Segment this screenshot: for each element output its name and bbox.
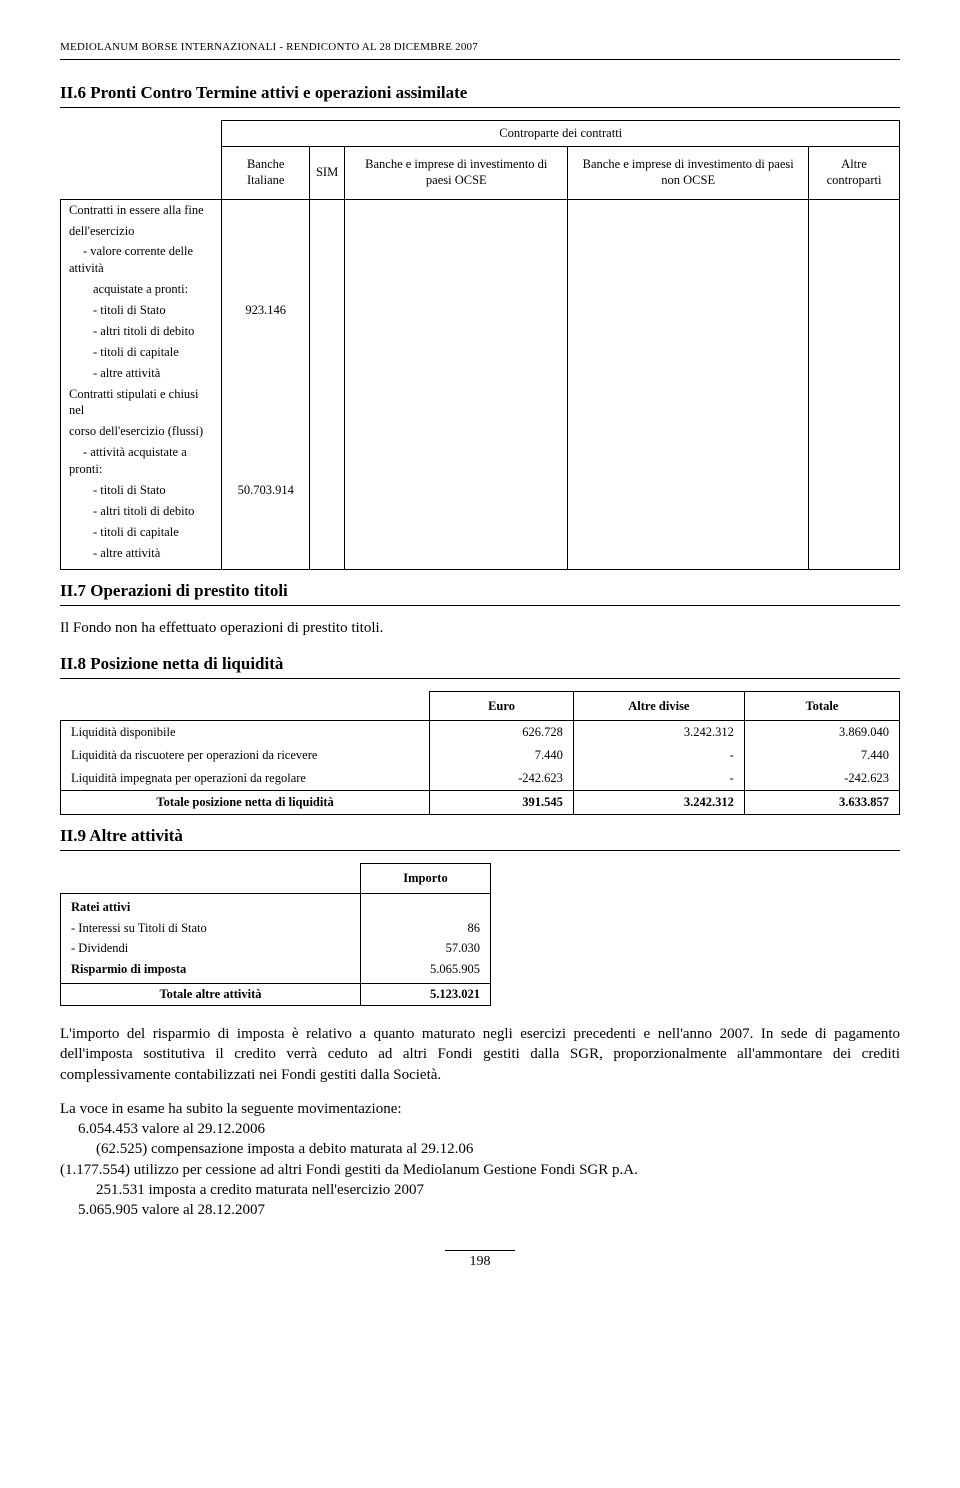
ii6-col-3: Banche e imprese di investimento di paes… [345, 147, 568, 199]
ii9-col-importo: Importo [361, 863, 491, 893]
ii8-col-divise: Altre divise [573, 691, 744, 721]
mov-line: (62.525) compensazione imposta a debito … [60, 1139, 900, 1159]
ii9-total-row: Totale altre attività 5.123.021 [61, 984, 491, 1006]
page-number: 198 [445, 1250, 515, 1272]
table-row: - valore corrente delle attività [61, 241, 900, 279]
table-row: - titoli di capitale [61, 342, 900, 363]
table-ii6: Controparte dei contratti Banche Italian… [60, 120, 900, 571]
table-row: - altri titoli di debito [61, 501, 900, 522]
section-ii9-title: II.9 Altre attività [60, 825, 900, 851]
ii9-paragraph: L'importo del risparmio di imposta è rel… [60, 1024, 900, 1085]
ii6-super-header: Controparte dei contratti [222, 120, 900, 147]
table-row: corso dell'esercizio (flussi) [61, 421, 900, 442]
mov-line: 251.531 imposta a credito maturata nell'… [60, 1180, 900, 1200]
table-row: - altri titoli di debito [61, 321, 900, 342]
section-ii8-title: II.8 Posizione netta di liquidità [60, 653, 900, 679]
table-row: Liquidità da riscuotere per operazioni d… [61, 744, 900, 767]
ii6-col-5: Altre controparti [809, 147, 900, 199]
ii8-col-totale: Totale [744, 691, 899, 721]
ii8-total-row: Totale posizione netta di liquidità 391.… [61, 791, 900, 815]
section-ii7-title: II.7 Operazioni di prestito titoli [60, 580, 900, 606]
table-row: - altre attività [61, 363, 900, 384]
mov-line: 5.065.905 valore al 28.12.2007 [60, 1200, 900, 1220]
page-header: MEDIOLANUM BORSE INTERNAZIONALI - RENDIC… [60, 40, 900, 60]
table-row: - titoli di capitale [61, 522, 900, 543]
table-row: - Dividendi 57.030 [61, 938, 491, 959]
ii6-col-1: Banche Italiane [222, 147, 310, 199]
table-row: Liquidità disponibile 626.728 3.242.312 … [61, 721, 900, 744]
ii7-text: Il Fondo non ha effettuato operazioni di… [60, 618, 900, 638]
mov-intro: La voce in esame ha subito la seguente m… [60, 1099, 900, 1119]
table-row: Ratei attivi [61, 893, 491, 917]
section-ii6-title: II.6 Pronti Contro Termine attivi e oper… [60, 82, 900, 108]
ii8-col-euro: Euro [430, 691, 574, 721]
table-row: dell'esercizio [61, 221, 900, 242]
table-row: - titoli di Stato50.703.914 [61, 480, 900, 501]
table-row: acquistate a pronti: [61, 279, 900, 300]
table-row: - Interessi su Titoli di Stato 86 [61, 918, 491, 939]
table-row: Liquidità impegnata per operazioni da re… [61, 767, 900, 790]
table-row: - attività acquistate a pronti: [61, 442, 900, 480]
ii6-col-2: SIM [309, 147, 344, 199]
ii6-col-4: Banche e imprese di investimento di paes… [568, 147, 809, 199]
mov-line: 6.054.453 valore al 29.12.2006 [60, 1119, 900, 1139]
table-ii8: Euro Altre divise Totale Liquidità dispo… [60, 691, 900, 815]
ii9-movimentazione: La voce in esame ha subito la seguente m… [60, 1099, 900, 1221]
table-row: Contratti stipulati e chiusi nel [61, 384, 900, 422]
table-row: - altre attività [61, 543, 900, 570]
mov-line: (1.177.554) utilizzo per cessione ad alt… [60, 1160, 900, 1180]
table-row: Risparmio di imposta 5.065.905 [61, 959, 491, 983]
table-row: Contratti in essere alla fine [61, 199, 900, 220]
table-ii9: Importo Ratei attivi - Interessi su Tito… [60, 863, 491, 1006]
table-row: - titoli di Stato923.146 [61, 300, 900, 321]
